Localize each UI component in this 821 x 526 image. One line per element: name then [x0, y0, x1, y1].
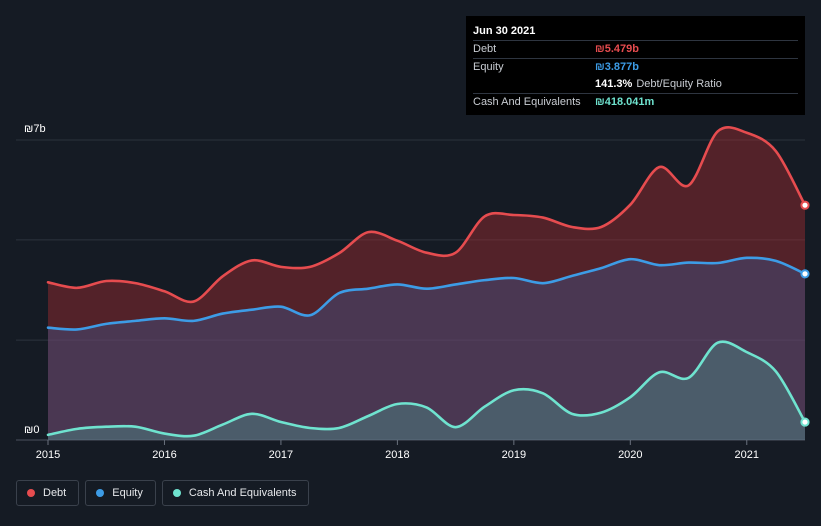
- chart-legend: Debt Equity Cash And Equivalents: [16, 480, 310, 506]
- tooltip-value-ratio: 141.3%: [595, 78, 633, 90]
- x-tick-label: 2016: [152, 449, 176, 461]
- cash-and-equivalents-end-point: [800, 417, 810, 427]
- debt-line: [46, 126, 807, 304]
- x-tick-label: 2017: [269, 449, 293, 461]
- series-end-points: [800, 200, 810, 427]
- x-tick-label: 2015: [36, 449, 60, 461]
- series-areas: [48, 127, 805, 440]
- tooltip-value-cash: ₪418.041m: [595, 96, 655, 108]
- tooltip-ratio-label: Debt/Equity Ratio: [636, 78, 722, 90]
- tooltip-row-ratio: 141.3% Debt/Equity Ratio: [473, 76, 798, 93]
- legend-label: Equity: [112, 487, 143, 499]
- legend-dot-icon: [96, 489, 105, 497]
- debt-end-point: [800, 200, 810, 210]
- y-tick-label: ₪0: [24, 424, 39, 436]
- legend-item-cash[interactable]: Cash And Equivalents: [161, 480, 310, 506]
- tooltip-row-cash: Cash And Equivalents ₪418.041m: [473, 93, 798, 111]
- tooltip-date: Jun 30 2021: [473, 25, 536, 37]
- tooltip-value-debt: ₪5.479b: [595, 43, 639, 55]
- tooltip-row-debt: Debt ₪5.479b: [473, 40, 798, 58]
- tooltip-label: Equity: [473, 61, 504, 73]
- x-tick-label: 2019: [502, 449, 526, 461]
- legend-label: Cash And Equivalents: [188, 487, 297, 499]
- tooltip-label: Cash And Equivalents: [473, 96, 581, 108]
- y-tick-label: ₪7b: [24, 123, 46, 135]
- legend-item-equity[interactable]: Equity: [85, 480, 156, 506]
- legend-dot-icon: [172, 489, 181, 497]
- tooltip-row-equity: Equity ₪3.877b: [473, 58, 798, 76]
- x-tick-label: 2020: [618, 449, 642, 461]
- cash-and-equivalents-line: [46, 340, 807, 438]
- y-axis: ₪7b ₪0: [24, 123, 46, 436]
- equity-line: [46, 256, 807, 331]
- tooltip-value-equity: ₪3.877b: [595, 61, 639, 73]
- equity-area: [48, 257, 805, 440]
- cash-and-equivalents-area: [48, 341, 805, 440]
- x-tick-label: 2018: [385, 449, 409, 461]
- x-tick-label: 2021: [735, 449, 759, 461]
- legend-item-debt[interactable]: Debt: [16, 480, 80, 506]
- data-tooltip: Jun 30 2021 Debt ₪5.479b Equity ₪3.877b …: [466, 16, 805, 115]
- x-axis: 2015 2016 2017 2018 2019 2020 2021: [36, 440, 759, 461]
- gridlines: [16, 139, 805, 441]
- legend-label: Debt: [43, 487, 67, 499]
- tooltip-label: Debt: [473, 43, 497, 55]
- legend-dot-icon: [27, 489, 35, 497]
- debt-area: [48, 127, 805, 440]
- series-lines: [46, 126, 807, 438]
- equity-end-point: [800, 269, 810, 279]
